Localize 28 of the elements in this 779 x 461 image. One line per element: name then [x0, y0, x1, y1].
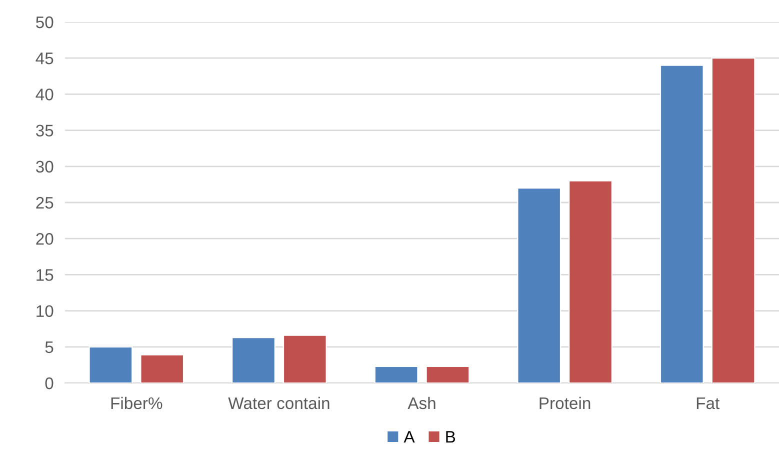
bar — [140, 354, 184, 383]
y-tick-label: 50 — [36, 16, 54, 28]
x-tick-label: Fiber% — [111, 396, 162, 410]
y-tick-label: 40 — [36, 88, 54, 100]
y-tick-label: 25 — [36, 196, 54, 209]
bar — [426, 366, 470, 383]
bar — [517, 188, 562, 383]
bar — [660, 64, 704, 383]
y-tick-label: 10 — [36, 305, 54, 318]
legend-label: A — [404, 431, 415, 443]
y-tick-label: 20 — [36, 233, 54, 245]
y-tick-label: 30 — [36, 160, 54, 173]
legend-label: B — [446, 431, 456, 443]
x-tick-label: Fat — [696, 398, 720, 410]
x-tick-label: Protein — [540, 396, 590, 410]
bar — [282, 334, 327, 383]
bar — [711, 58, 756, 383]
y-tick-label: 15 — [36, 269, 54, 281]
bar — [374, 366, 418, 383]
y-tick-label: 5 — [45, 341, 54, 354]
y-tick-label: 35 — [36, 124, 54, 137]
bar — [568, 180, 612, 383]
bar — [88, 346, 133, 383]
x-tick-label: Ash — [408, 396, 436, 410]
y-tick-label: 0 — [45, 377, 54, 390]
y-tick-label: 45 — [36, 52, 54, 64]
x-tick-label: Water contain — [228, 396, 330, 410]
bar — [232, 336, 276, 383]
